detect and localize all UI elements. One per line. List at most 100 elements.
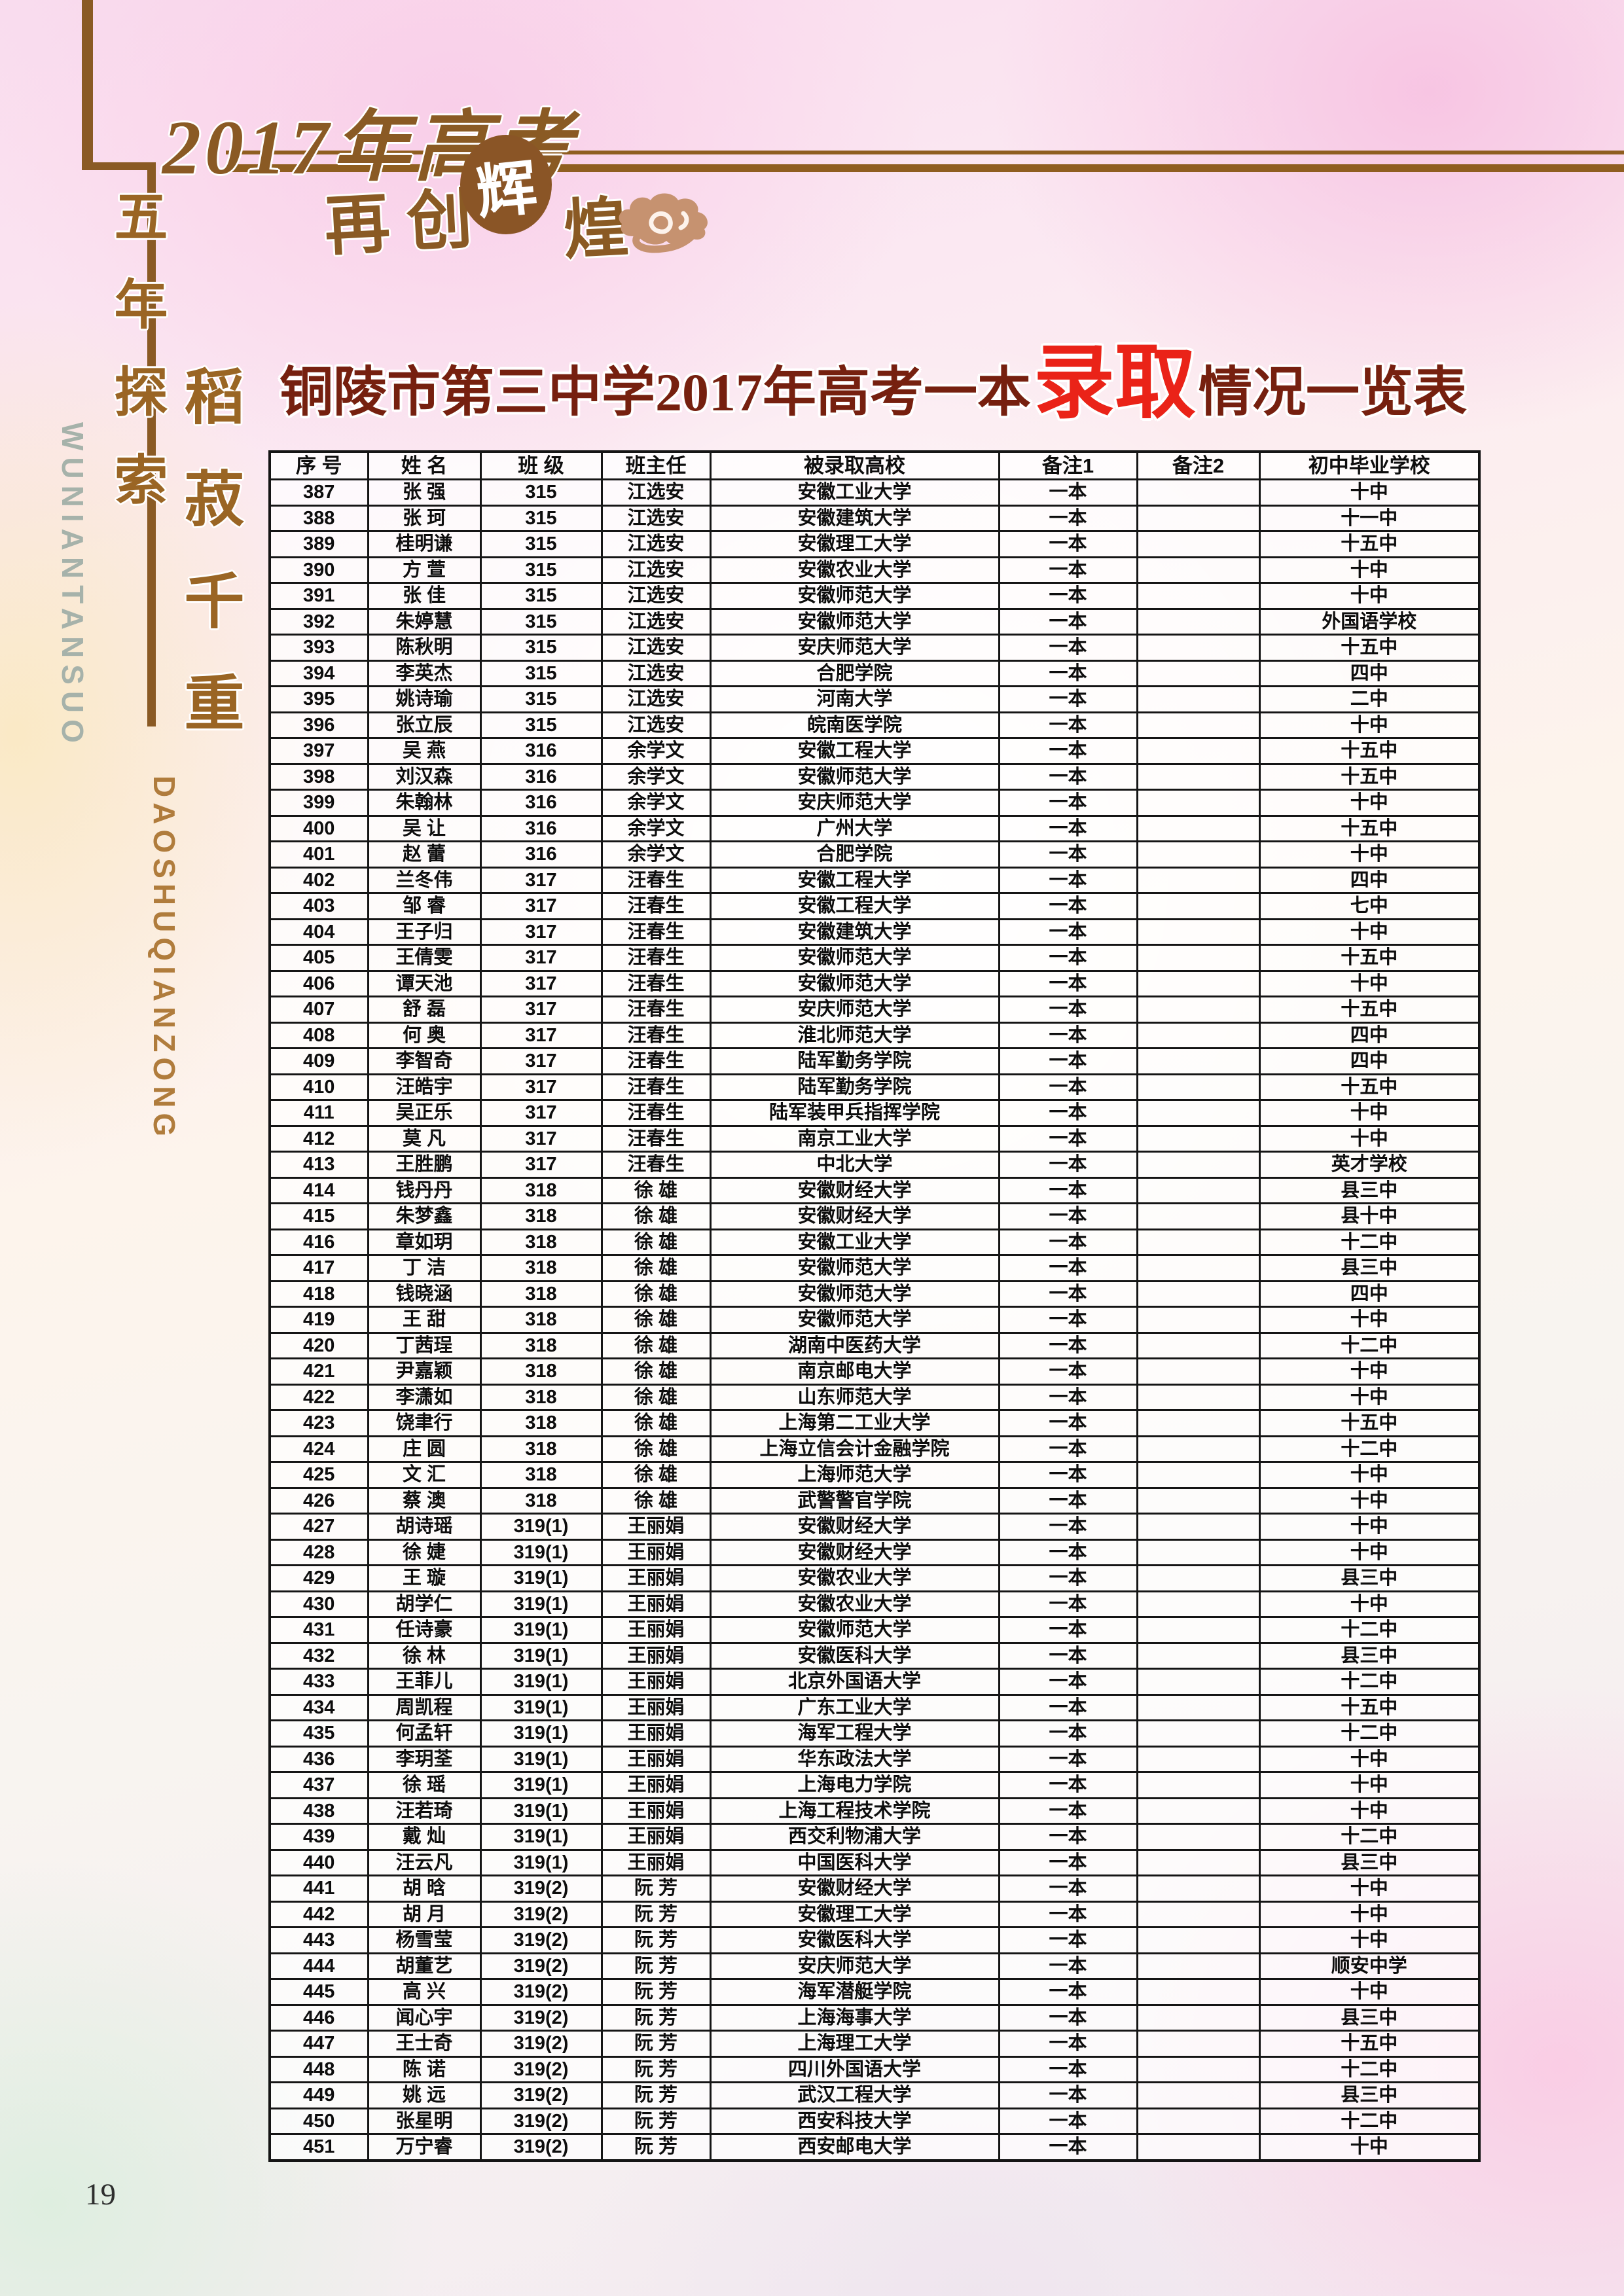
table-cell bbox=[1136, 1099, 1261, 1127]
table-row: 448 陈 诺 319(2) 阮 芳四川外国语大学 一本 十二中 bbox=[268, 2055, 1481, 2083]
admissions-table: 序 号姓 名班 级班主任 被录取高校 备注1 备注2 初中毕业学校 387 张 强 315 江… bbox=[268, 450, 1481, 2162]
table-cell: 317 bbox=[479, 892, 603, 920]
table-cell: 316 bbox=[479, 840, 603, 869]
table-cell: 439 bbox=[268, 1823, 369, 1851]
table-row: 407 舒 磊 317 汪春生 安庆师范大学 一本 十五中 bbox=[268, 996, 1481, 1024]
table-row: 418 钱晓涵 318 徐 雄安徽师范大学 一本 四中 bbox=[268, 1280, 1481, 1308]
table-cell: 448 bbox=[268, 2055, 369, 2083]
table-cell: 一本 bbox=[998, 1461, 1138, 1489]
table-cell: 425 bbox=[268, 1461, 369, 1489]
table-cell: 319(1) bbox=[479, 1668, 603, 1696]
table-cell: 316 bbox=[479, 814, 603, 842]
table-cell: 十中 bbox=[1258, 1461, 1481, 1489]
table-cell: 十二中 bbox=[1258, 1719, 1481, 1748]
table-cell: 西交利物浦大学 bbox=[709, 1823, 1000, 1851]
table-cell: 华东政法大学 bbox=[709, 1745, 1000, 1773]
table-cell: 318 bbox=[479, 1331, 603, 1359]
table-cell: 汪春生 bbox=[600, 969, 712, 997]
table-cell: 十五中 bbox=[1258, 1693, 1481, 1721]
table-cell: 440 bbox=[268, 1848, 369, 1876]
table-cell bbox=[1136, 607, 1261, 636]
table-cell: 317 bbox=[479, 1124, 603, 1153]
table-cell: 416 bbox=[268, 1228, 369, 1256]
table-cell: 武警警官学院 bbox=[709, 1486, 1000, 1515]
header-cell: 备注2 bbox=[1136, 450, 1261, 480]
table-cell: 414 bbox=[268, 1176, 369, 1204]
table-cell: 徐 雄 bbox=[600, 1357, 712, 1386]
table-cell: 404 bbox=[268, 918, 369, 946]
table-cell: 319(1) bbox=[479, 1848, 603, 1876]
table-cell: 上海理工大学 bbox=[709, 2030, 1000, 2058]
table-cell bbox=[1136, 1693, 1261, 1721]
table-cell: 十中 bbox=[1258, 1771, 1481, 1799]
table-cell: 江选安 bbox=[600, 530, 712, 558]
table-cell: 王丽娟 bbox=[600, 1848, 712, 1876]
table-cell: 徐 雄 bbox=[600, 1228, 712, 1256]
table-row: 408 何 奥 317 汪春生 淮北师范大学 一本 四中 bbox=[268, 1021, 1481, 1049]
table-cell: 十五中 bbox=[1258, 737, 1481, 765]
table-cell: 319(2) bbox=[479, 2133, 603, 2161]
table-cell: 安徽理工大学 bbox=[709, 1900, 1000, 1928]
table-cell: 十中 bbox=[1258, 969, 1481, 997]
table-cell: 318 bbox=[479, 1176, 603, 1204]
table-cell: 十一中 bbox=[1258, 504, 1481, 532]
table-cell: 一本 bbox=[998, 866, 1138, 894]
table-cell: 一本 bbox=[998, 2107, 1138, 2135]
page-title-suffix: 情况一览表 bbox=[1199, 363, 1468, 422]
table-cell: 汪春生 bbox=[600, 1047, 712, 1075]
table-row: 438 汪若琦 319(1) 王丽娟 上海工程技术学院 一本 十中 bbox=[268, 1797, 1481, 1825]
table-cell bbox=[1136, 969, 1261, 997]
table-cell: 405 bbox=[268, 944, 369, 972]
table-cell: 安徽建筑大学 bbox=[709, 918, 1000, 946]
table-cell: 汪若琦 bbox=[367, 1797, 482, 1825]
table-cell: 张 强 bbox=[367, 478, 482, 507]
table-row: 411 吴正乐 317 汪春生 陆军装甲兵指挥学院 一本 十中 bbox=[268, 1099, 1481, 1127]
table-cell: 一本 bbox=[998, 504, 1138, 532]
table-cell: 一本 bbox=[998, 944, 1138, 972]
table-cell bbox=[1136, 1823, 1261, 1851]
table-cell: 318 bbox=[479, 1435, 603, 1463]
table-cell bbox=[1136, 1926, 1261, 1954]
table-cell: 高 兴 bbox=[367, 1978, 482, 2006]
table-cell bbox=[1136, 1848, 1261, 1876]
table-cell: 江选安 bbox=[600, 504, 712, 532]
table-cell: 一本 bbox=[998, 1668, 1138, 1696]
table-cell: 一本 bbox=[998, 1538, 1138, 1566]
table-cell: 李潇如 bbox=[367, 1383, 482, 1411]
table-cell: 401 bbox=[268, 840, 369, 869]
table-cell: 广州大学 bbox=[709, 814, 1000, 842]
table-cell bbox=[1136, 478, 1261, 507]
table-cell bbox=[1136, 1151, 1261, 1179]
table-cell bbox=[1136, 1357, 1261, 1386]
table-cell: 徐 雄 bbox=[600, 1254, 712, 1282]
table-cell: 一本 bbox=[998, 969, 1138, 997]
table-cell: 315 bbox=[479, 556, 603, 584]
table-cell: 315 bbox=[479, 607, 603, 636]
table-cell: 西安邮电大学 bbox=[709, 2133, 1000, 2161]
table-row: 412 莫 凡 317 汪春生 南京工业大学 一本 十中 bbox=[268, 1124, 1481, 1153]
table-cell: 319(1) bbox=[479, 1693, 603, 1721]
table-cell: 一本 bbox=[998, 814, 1138, 842]
table-cell: 387 bbox=[268, 478, 369, 507]
table-cell: 315 bbox=[479, 478, 603, 507]
table-cell: 一本 bbox=[998, 530, 1138, 558]
table-cell: 十五中 bbox=[1258, 944, 1481, 972]
table-cell: 317 bbox=[479, 918, 603, 946]
table-cell: 449 bbox=[268, 2081, 369, 2109]
table-cell: 一本 bbox=[998, 1797, 1138, 1825]
table-cell: 318 bbox=[479, 1486, 603, 1515]
table-cell: 429 bbox=[268, 1564, 369, 1592]
table-cell: 王菲儿 bbox=[367, 1668, 482, 1696]
table-cell bbox=[1136, 1874, 1261, 1903]
table-cell: 阮 芳 bbox=[600, 2055, 712, 2083]
table-cell: 430 bbox=[268, 1590, 369, 1618]
table-row: 439 戴 灿 319(1) 王丽娟 西交利物浦大学 一本 十二中 bbox=[268, 1823, 1481, 1851]
table-cell: 417 bbox=[268, 1254, 369, 1282]
table-cell: 徐 瑶 bbox=[367, 1771, 482, 1799]
table-cell: 万宁睿 bbox=[367, 2133, 482, 2161]
table-cell: 315 bbox=[479, 634, 603, 662]
table-cell: 县三中 bbox=[1258, 1848, 1481, 1876]
table-cell: 阮 芳 bbox=[600, 2030, 712, 2058]
table-cell: 安徽师范大学 bbox=[709, 969, 1000, 997]
table-cell: 安庆师范大学 bbox=[709, 1952, 1000, 1980]
